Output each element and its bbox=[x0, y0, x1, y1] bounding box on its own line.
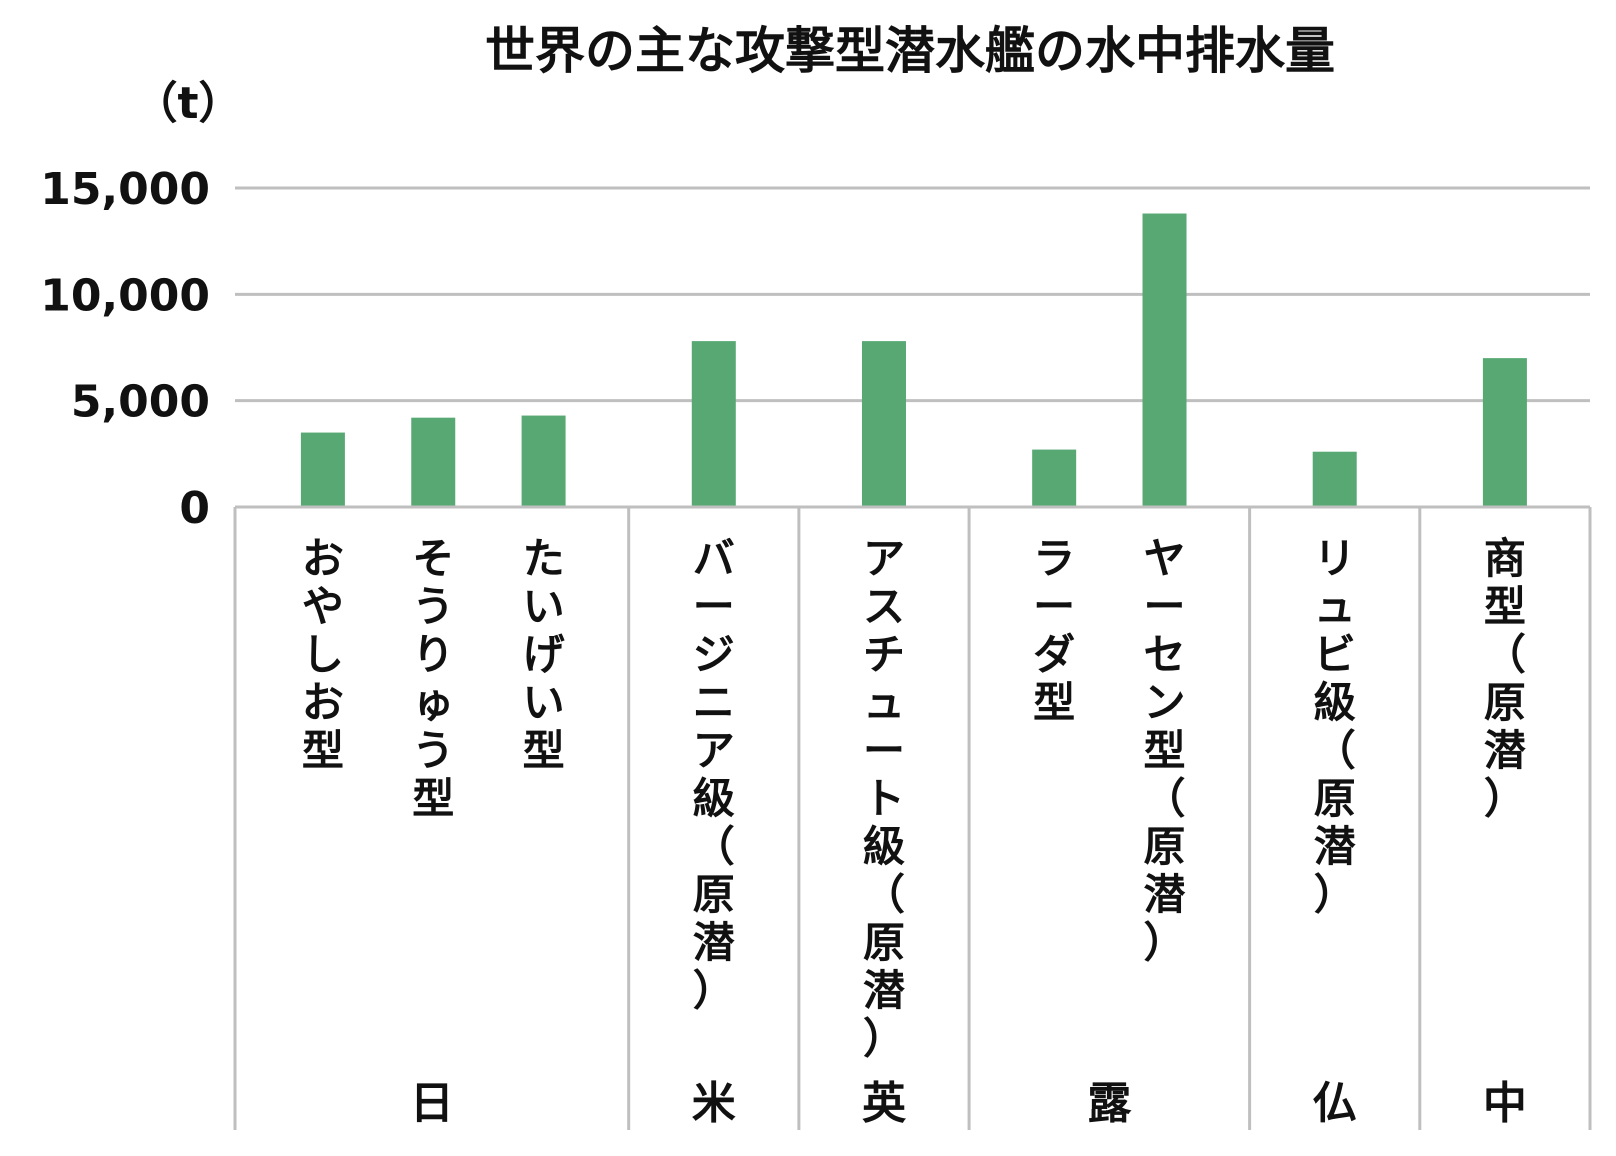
x-tick-label: そうりゅう型 bbox=[412, 534, 454, 823]
bar bbox=[1482, 358, 1527, 507]
country-group-label: 仏 bbox=[1313, 1078, 1357, 1129]
x-tick-label: アスチュート級（原潜） bbox=[863, 534, 905, 1063]
bars bbox=[300, 213, 1527, 507]
country-group-labels: 日米英露仏中 bbox=[410, 1078, 1527, 1129]
country-group-label: 米 bbox=[692, 1078, 736, 1129]
bar bbox=[521, 415, 566, 507]
bar bbox=[300, 432, 345, 507]
y-tick-label: 0 bbox=[179, 483, 210, 534]
x-axis-labels: おやしお型 そうりゅう型 たいげい型 バージニア級（原潜） アスチュート級（原潜） ラーダ… bbox=[302, 534, 1526, 1063]
country-group-label: 英 bbox=[862, 1078, 907, 1129]
x-tick-label: おやしお型 bbox=[302, 534, 344, 775]
country-group-label: 露 bbox=[1087, 1078, 1132, 1129]
y-axis-ticks: 0 5,000 10,000 15,000 bbox=[40, 164, 210, 534]
y-axis-unit-label: （t） bbox=[133, 78, 242, 129]
bar bbox=[1032, 449, 1077, 507]
x-tick-label: リュビ級（原潜） bbox=[1314, 534, 1356, 919]
y-tick-label: 15,000 bbox=[40, 164, 210, 215]
x-tick-label: ラーダ型 bbox=[1033, 534, 1075, 727]
x-axis bbox=[233, 505, 1592, 1130]
x-tick-label: たいげい型 bbox=[523, 534, 565, 775]
bar bbox=[691, 341, 736, 507]
y-tick-label: 10,000 bbox=[40, 270, 210, 321]
bar bbox=[1142, 213, 1187, 507]
bar bbox=[1312, 451, 1357, 507]
gridlines bbox=[235, 186, 1590, 403]
chart-title: 世界の主な攻撃型潜水艦の水中排水量 bbox=[485, 22, 1335, 80]
y-tick-label: 5,000 bbox=[71, 377, 210, 428]
x-tick-label: 商型（原潜） bbox=[1484, 534, 1526, 823]
bar bbox=[411, 417, 456, 507]
country-group-label: 日 bbox=[410, 1078, 454, 1129]
country-group-label: 中 bbox=[1483, 1078, 1527, 1129]
x-tick-label: バージニア級（原潜） bbox=[693, 534, 735, 1015]
bar bbox=[861, 341, 906, 507]
x-tick-label: ヤーセン型（原潜） bbox=[1144, 534, 1186, 967]
